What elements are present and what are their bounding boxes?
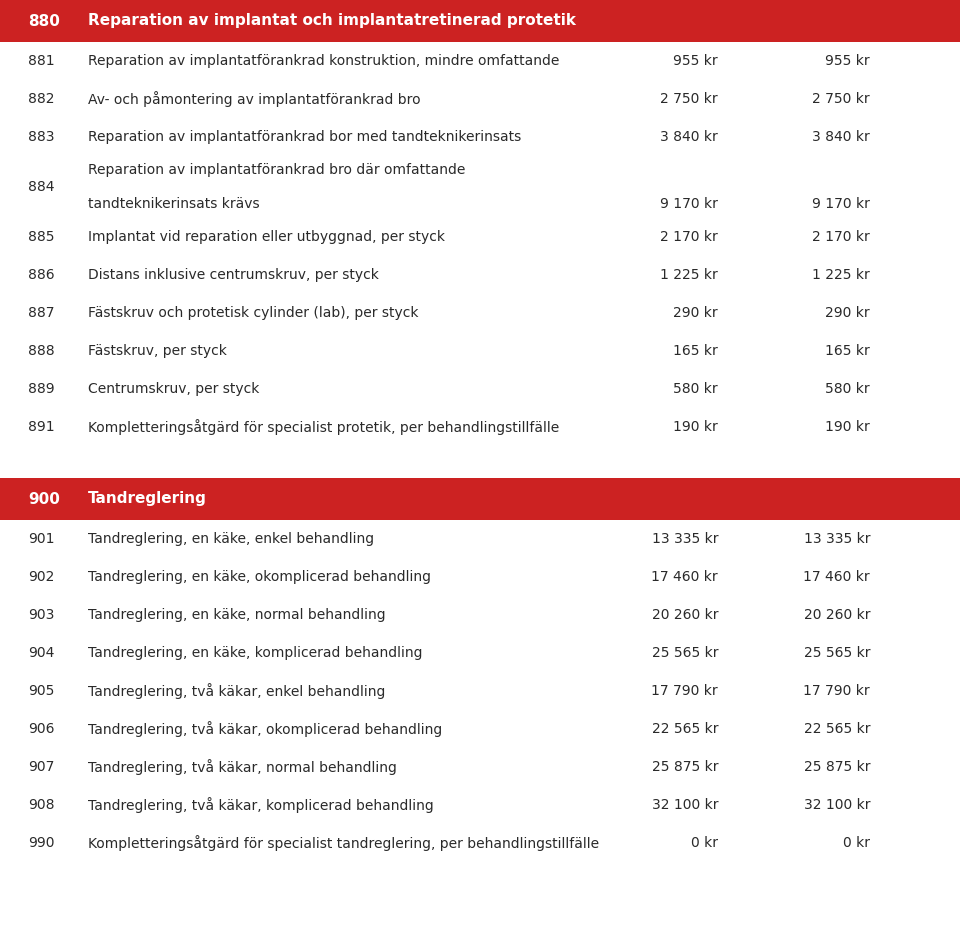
Text: 290 kr: 290 kr xyxy=(673,306,718,320)
Text: 2 170 kr: 2 170 kr xyxy=(660,230,718,244)
Text: 165 kr: 165 kr xyxy=(673,344,718,358)
Text: Reparation av implantatförankrad bor med tandteknikerinsats: Reparation av implantatförankrad bor med… xyxy=(88,130,521,144)
Text: 22 565 kr: 22 565 kr xyxy=(804,722,870,736)
Text: 190 kr: 190 kr xyxy=(826,420,870,434)
Text: 32 100 kr: 32 100 kr xyxy=(804,798,870,812)
Text: 20 260 kr: 20 260 kr xyxy=(652,608,718,622)
Text: 905: 905 xyxy=(28,684,55,698)
Text: Tandreglering, två käkar, enkel behandling: Tandreglering, två käkar, enkel behandli… xyxy=(88,683,385,699)
Text: 22 565 kr: 22 565 kr xyxy=(652,722,718,736)
Text: Tandreglering, en käke, normal behandling: Tandreglering, en käke, normal behandlin… xyxy=(88,608,386,622)
Text: 17 460 kr: 17 460 kr xyxy=(652,570,718,584)
Text: 3 840 kr: 3 840 kr xyxy=(660,130,718,144)
Text: Tandreglering: Tandreglering xyxy=(88,491,206,506)
Text: 32 100 kr: 32 100 kr xyxy=(652,798,718,812)
Text: Reparation av implantatförankrad bro där omfattande: Reparation av implantatförankrad bro där… xyxy=(88,163,466,177)
Text: 889: 889 xyxy=(28,382,55,396)
Text: 955 kr: 955 kr xyxy=(673,54,718,68)
Text: Tandreglering, en käke, enkel behandling: Tandreglering, en käke, enkel behandling xyxy=(88,532,374,546)
Text: Reparation av implantatförankrad konstruktion, mindre omfattande: Reparation av implantatförankrad konstru… xyxy=(88,54,560,68)
Text: Fästskruv och protetisk cylinder (lab), per styck: Fästskruv och protetisk cylinder (lab), … xyxy=(88,306,419,320)
Bar xyxy=(0,0,960,42)
Text: 904: 904 xyxy=(28,646,55,660)
Text: Distans inklusive centrumskruv, per styck: Distans inklusive centrumskruv, per styc… xyxy=(88,268,379,282)
Text: 13 335 kr: 13 335 kr xyxy=(652,532,718,546)
Text: 25 565 kr: 25 565 kr xyxy=(804,646,870,660)
Text: Kompletteringsåtgärd för specialist protetik, per behandlingstillfälle: Kompletteringsåtgärd för specialist prot… xyxy=(88,419,560,435)
Text: 906: 906 xyxy=(28,722,55,736)
Text: 885: 885 xyxy=(28,230,55,244)
Text: 990: 990 xyxy=(28,836,55,850)
Text: 17 460 kr: 17 460 kr xyxy=(804,570,870,584)
Text: 25 875 kr: 25 875 kr xyxy=(652,760,718,774)
Text: 887: 887 xyxy=(28,306,55,320)
Text: 0 kr: 0 kr xyxy=(691,836,718,850)
Text: 884: 884 xyxy=(28,180,55,194)
Text: 901: 901 xyxy=(28,532,55,546)
Text: 908: 908 xyxy=(28,798,55,812)
Text: 165 kr: 165 kr xyxy=(826,344,870,358)
Text: 888: 888 xyxy=(28,344,55,358)
Text: 900: 900 xyxy=(28,491,60,506)
Text: Reparation av implantat och implantatretinerad protetik: Reparation av implantat och implantatret… xyxy=(88,13,576,29)
Text: 2 750 kr: 2 750 kr xyxy=(660,92,718,106)
Text: 891: 891 xyxy=(28,420,55,434)
Text: Av- och påmontering av implantatförankrad bro: Av- och påmontering av implantatförankra… xyxy=(88,91,420,107)
Text: 17 790 kr: 17 790 kr xyxy=(804,684,870,698)
Text: 3 840 kr: 3 840 kr xyxy=(812,130,870,144)
Text: 883: 883 xyxy=(28,130,55,144)
Text: 907: 907 xyxy=(28,760,55,774)
Text: 1 225 kr: 1 225 kr xyxy=(660,268,718,282)
Text: 17 790 kr: 17 790 kr xyxy=(652,684,718,698)
Text: 580 kr: 580 kr xyxy=(673,382,718,396)
Text: Fästskruv, per styck: Fästskruv, per styck xyxy=(88,344,227,358)
Text: Tandreglering, en käke, komplicerad behandling: Tandreglering, en käke, komplicerad beha… xyxy=(88,646,422,660)
Text: 886: 886 xyxy=(28,268,55,282)
Text: 290 kr: 290 kr xyxy=(826,306,870,320)
Text: Tandreglering, en käke, okomplicerad behandling: Tandreglering, en käke, okomplicerad beh… xyxy=(88,570,431,584)
Text: 25 565 kr: 25 565 kr xyxy=(652,646,718,660)
Text: Centrumskruv, per styck: Centrumskruv, per styck xyxy=(88,382,259,396)
Bar xyxy=(0,478,960,520)
Text: 9 170 kr: 9 170 kr xyxy=(812,198,870,212)
Text: tandteknikerinsats krävs: tandteknikerinsats krävs xyxy=(88,198,259,212)
Text: 880: 880 xyxy=(28,13,60,29)
Text: 903: 903 xyxy=(28,608,55,622)
Text: Tandreglering, två käkar, komplicerad behandling: Tandreglering, två käkar, komplicerad be… xyxy=(88,797,434,813)
Text: 13 335 kr: 13 335 kr xyxy=(804,532,870,546)
Text: Tandreglering, två käkar, okomplicerad behandling: Tandreglering, två käkar, okomplicerad b… xyxy=(88,721,443,737)
Text: Implantat vid reparation eller utbyggnad, per styck: Implantat vid reparation eller utbyggnad… xyxy=(88,230,445,244)
Text: 580 kr: 580 kr xyxy=(826,382,870,396)
Text: 1 225 kr: 1 225 kr xyxy=(812,268,870,282)
Text: 902: 902 xyxy=(28,570,55,584)
Text: 955 kr: 955 kr xyxy=(826,54,870,68)
Text: 882: 882 xyxy=(28,92,55,106)
Text: Tandreglering, två käkar, normal behandling: Tandreglering, två käkar, normal behandl… xyxy=(88,759,396,775)
Text: 2 750 kr: 2 750 kr xyxy=(812,92,870,106)
Text: 9 170 kr: 9 170 kr xyxy=(660,198,718,212)
Text: 190 kr: 190 kr xyxy=(673,420,718,434)
Text: 25 875 kr: 25 875 kr xyxy=(804,760,870,774)
Text: 0 kr: 0 kr xyxy=(843,836,870,850)
Text: 20 260 kr: 20 260 kr xyxy=(804,608,870,622)
Text: Kompletteringsåtgärd för specialist tandreglering, per behandlingstillfälle: Kompletteringsåtgärd för specialist tand… xyxy=(88,835,599,851)
Text: 2 170 kr: 2 170 kr xyxy=(812,230,870,244)
Text: 881: 881 xyxy=(28,54,55,68)
